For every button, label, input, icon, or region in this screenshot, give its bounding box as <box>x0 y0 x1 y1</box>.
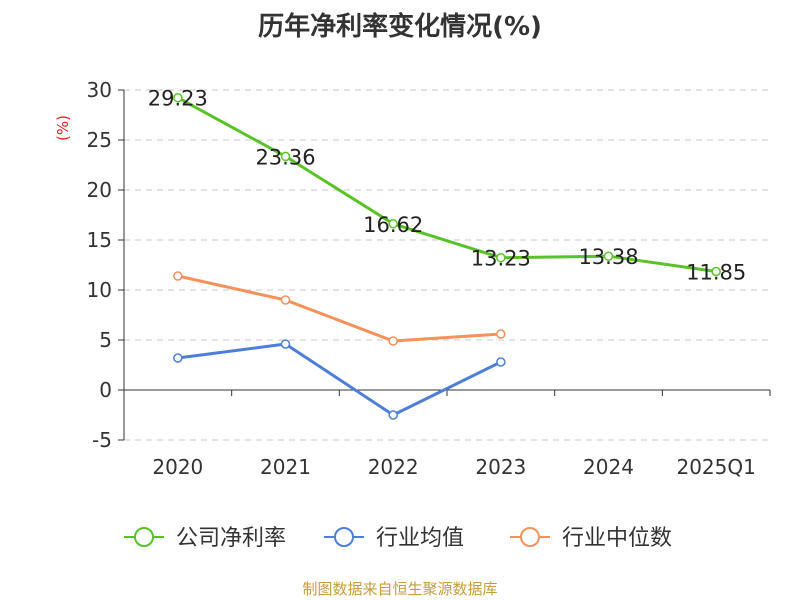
y-axis-label: (%) <box>54 115 72 141</box>
series-line <box>177 274 501 343</box>
y-tick-label: 30 <box>87 78 112 102</box>
series-line <box>177 342 502 417</box>
x-tick-label: 2024 <box>583 455 634 479</box>
data-point <box>173 92 183 103</box>
data-point <box>496 329 506 339</box>
data-point <box>496 357 506 367</box>
x-tick-label: 2023 <box>475 455 526 479</box>
x-tick-label: 2022 <box>368 455 419 479</box>
data-point <box>388 336 398 346</box>
y-tick-label: 20 <box>87 178 112 202</box>
data-point <box>280 151 291 162</box>
data-label: 13.23 <box>471 247 531 271</box>
legend-label: 行业中位数 <box>562 526 672 551</box>
data-point <box>173 271 183 281</box>
legend-label: 公司净利率 <box>176 526 286 551</box>
legend-marker <box>134 527 154 547</box>
data-label: 23.36 <box>255 145 315 169</box>
data-point <box>711 266 721 277</box>
y-tick-label: 10 <box>87 278 112 302</box>
legend-marker <box>334 527 354 547</box>
data-label: 11.85 <box>686 261 746 285</box>
data-label: 29.23 <box>148 87 208 111</box>
data-point <box>496 252 506 263</box>
y-tick-label: 15 <box>87 228 112 252</box>
x-tick-label: 2021 <box>260 455 311 479</box>
legend-marker <box>520 527 540 547</box>
y-tick-label: -5 <box>92 428 112 452</box>
series-line <box>177 96 717 273</box>
chart-title: 历年净利率变化情况(%) <box>258 12 542 42</box>
data-source-note: 制图数据来自恒生聚源数据库 <box>302 580 498 598</box>
y-tick-label: 5 <box>99 328 112 352</box>
legend-label: 行业均值 <box>376 526 464 551</box>
data-label: 16.62 <box>363 213 423 237</box>
data-point <box>280 295 291 305</box>
data-point <box>603 251 614 261</box>
x-tick-label: 2020 <box>152 455 203 479</box>
x-tick-label: 2025Q1 <box>676 455 755 479</box>
data-point <box>388 410 398 420</box>
y-tick-label: 0 <box>99 378 112 402</box>
data-point <box>173 353 183 363</box>
data-point <box>388 219 398 229</box>
data-label: 13.38 <box>578 245 638 269</box>
data-point <box>280 339 291 349</box>
y-tick-label: 25 <box>87 128 112 152</box>
